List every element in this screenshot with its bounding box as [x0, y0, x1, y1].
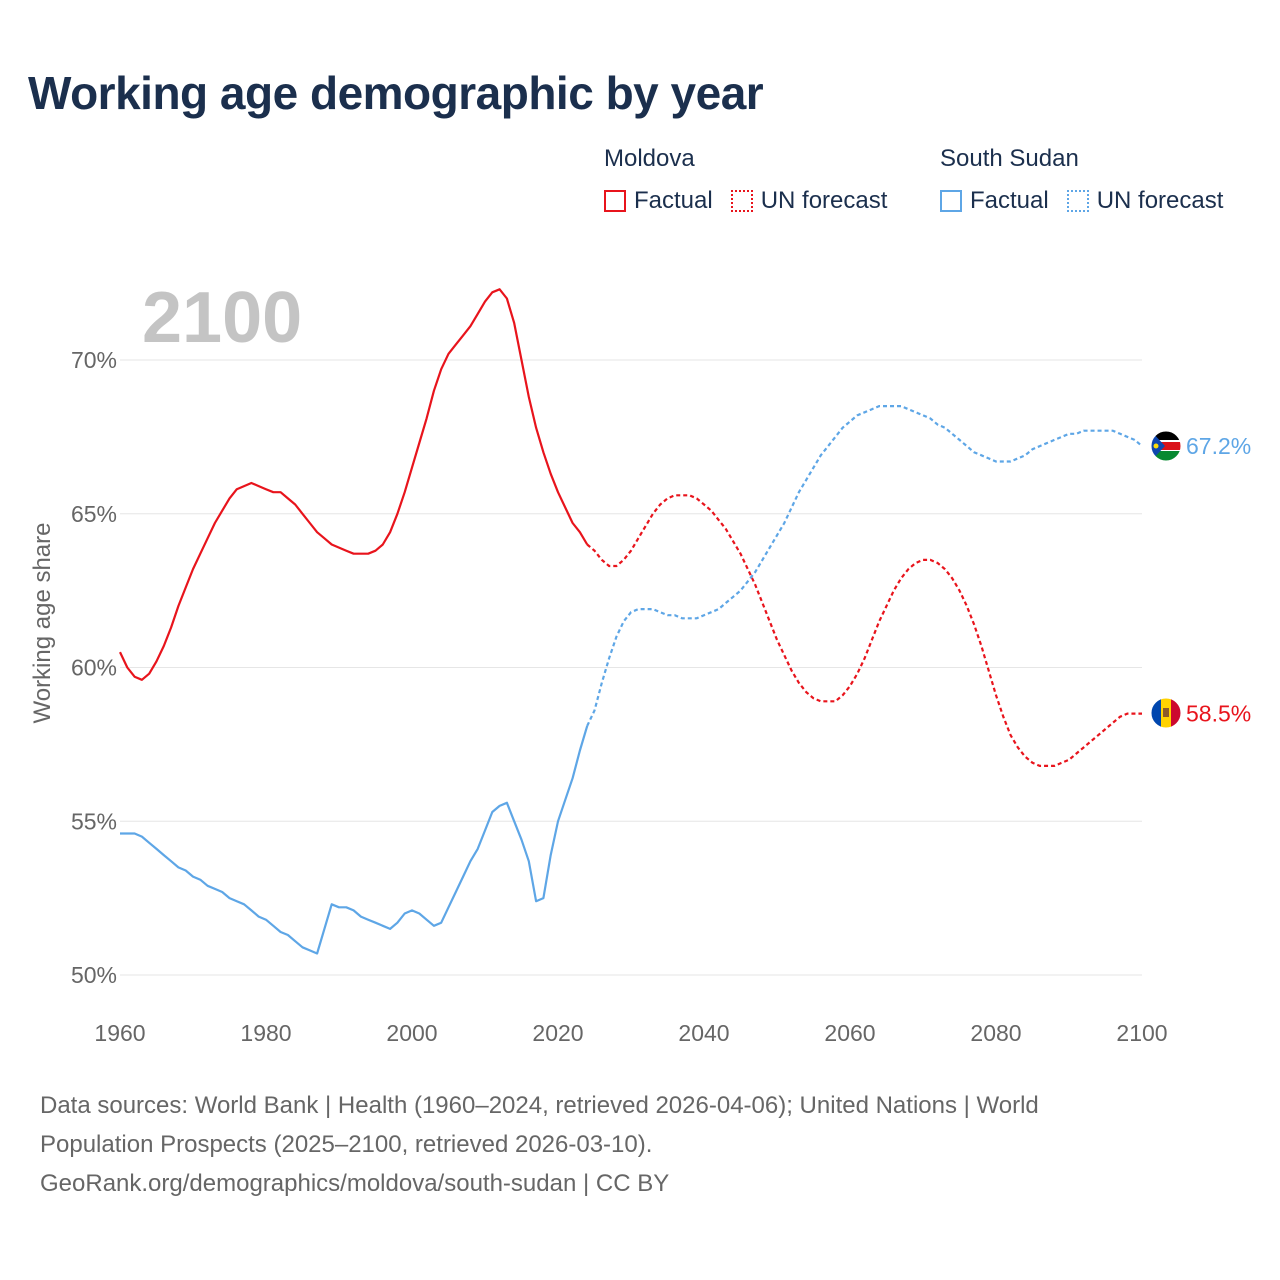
line-chart: 2100 50% 55% 60% 65% 70% 1960 1980 2000 2020 2040… [29, 278, 1251, 1046]
legend-label-forecast: UN forecast [1096, 187, 1224, 214]
x-tick-label: 1980 [240, 1020, 291, 1046]
x-tick-label: 1960 [94, 1020, 145, 1046]
legend-label-factual: Factual [634, 187, 713, 214]
footer-attribution[interactable]: GeoRank.org/demographics/moldova/south-s… [40, 1170, 670, 1197]
moldova-flag-icon [1150, 697, 1182, 729]
legend-group-name: Moldova [604, 145, 695, 172]
legend-group-name: South Sudan [940, 145, 1079, 172]
y-tick-label: 65% [71, 501, 117, 527]
x-tick-label: 2020 [532, 1020, 583, 1046]
legend-label-factual: Factual [970, 187, 1049, 214]
legend-group-south-sudan: South Sudan Factual UN forecast [940, 144, 1241, 216]
legend-label-forecast: UN forecast [760, 187, 888, 214]
chart-title: Working age demographic by year [28, 67, 764, 119]
footer-sources-line1: Data sources: World Bank | Health (1960–… [40, 1092, 1039, 1119]
legend-swatch-factual [940, 190, 962, 212]
footer: Data sources: World Bank | Health (1960–… [40, 1086, 1240, 1203]
year-watermark: 2100 [142, 278, 302, 358]
y-tick-label: 50% [71, 962, 117, 988]
y-tick-label: 55% [71, 808, 117, 834]
south-sudan-end-value-label: 67.2% [1186, 433, 1251, 459]
legend-swatch-factual [604, 190, 626, 212]
y-tick-label: 60% [71, 655, 117, 681]
x-tick-label: 2100 [1116, 1020, 1167, 1046]
x-tick-label: 2040 [678, 1020, 729, 1046]
legend-swatch-forecast [1066, 190, 1089, 212]
south-sudan-forecast-line [586, 405, 1143, 727]
y-axis-label: Working age share [29, 523, 56, 724]
moldova-forecast-line [586, 494, 1142, 767]
south-sudan-factual-line [120, 725, 589, 955]
x-tick-label: 2060 [824, 1020, 875, 1046]
x-tick-label: 2080 [970, 1020, 1021, 1046]
legend-swatch-forecast [730, 190, 753, 212]
y-tick-label: 70% [71, 347, 117, 373]
south-sudan-flag-icon [1150, 430, 1182, 462]
moldova-end-value-label: 58.5% [1186, 701, 1251, 727]
footer-sources-line2: Population Prospects (2025–2100, retriev… [40, 1131, 653, 1158]
legend-group-moldova: Moldova Factual UN forecast [604, 144, 905, 216]
x-tick-label: 2000 [386, 1020, 437, 1046]
moldova-factual-line [119, 288, 589, 681]
